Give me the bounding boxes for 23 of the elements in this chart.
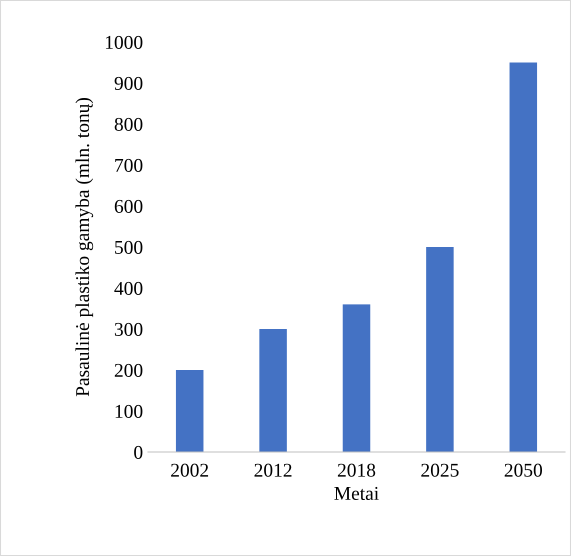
y-tick-label: 300	[114, 322, 142, 336]
y-tick-label: 600	[114, 200, 142, 213]
x-tick-label: 2050	[504, 464, 542, 477]
y-tick-label: 1000	[106, 36, 142, 49]
y-tick-label: 800	[114, 118, 142, 131]
bar	[259, 329, 287, 452]
y-tick-label: 900	[114, 76, 142, 90]
bar	[426, 247, 454, 452]
x-tick-label: 2025	[421, 464, 459, 477]
bar	[176, 370, 204, 452]
y-tick-label: 200	[114, 364, 142, 377]
x-tick-label: 2002	[171, 464, 208, 477]
y-axis-title: Pasaulinė plastiko gamyba (mln. tonų)	[75, 98, 94, 396]
x-axis-title: Metai	[334, 486, 379, 500]
y-tick-label: 100	[116, 404, 142, 418]
y-tick-label: 700	[115, 158, 142, 172]
bar	[342, 304, 370, 452]
x-tick-label: 2018	[338, 464, 376, 477]
y-tick-label: 0	[134, 446, 142, 459]
y-tick-label: 500	[115, 240, 142, 254]
x-tick-label: 2012	[254, 464, 292, 477]
bar	[510, 62, 538, 452]
y-tick-label: 400	[114, 282, 142, 295]
